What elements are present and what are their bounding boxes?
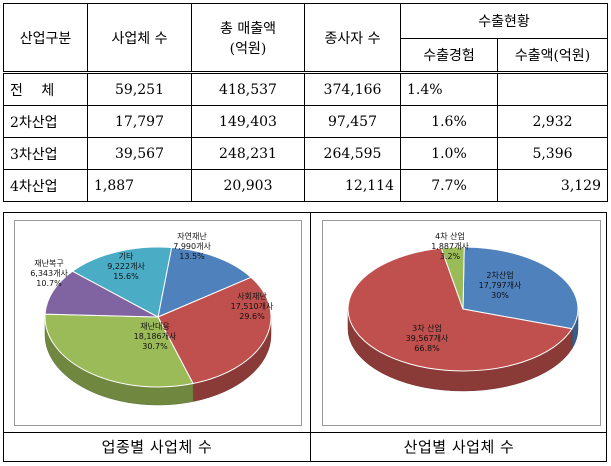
- row-sales: 418,537: [191, 71, 305, 106]
- header-row-1: 산업구분 사업체 수 총 매출액 (억원) 종사자 수 수출현황: [3, 3, 608, 73]
- row-companies: 17,797: [87, 105, 192, 138]
- row-sales: 149,403: [191, 105, 305, 138]
- row-companies: 1,887: [87, 169, 192, 202]
- pie2-slice-label-0: 2차산업 17,797개사 30%: [479, 270, 522, 300]
- row-employees: 12,114: [304, 169, 401, 202]
- row-employees: 264,595: [304, 137, 401, 170]
- industry-pie-chart-frame: 2차산업 17,797개사 30% 3차 산업 39,567개사 66.8% 4차 산업 1,…: [322, 220, 601, 426]
- pie1-slice-4: [71, 246, 173, 318]
- table-row: 전 체 59,251 418,537 374,166 1.4%: [3, 71, 608, 106]
- pie2-slice-1: [347, 247, 573, 372]
- row-sales: 20,903: [191, 169, 305, 202]
- pie2-slice-2: [440, 246, 465, 310]
- header-export-amount: 수출액(억원): [497, 38, 608, 73]
- header-sales-line2: (억원): [229, 40, 267, 57]
- header-employees: 종사자 수: [304, 3, 401, 73]
- header-export: 수출현황: [400, 3, 608, 39]
- row-export-experience: 7.7%: [400, 169, 498, 202]
- pie1-slice-3: [44, 270, 159, 318]
- header-sales-line1: 총 매출액: [220, 20, 276, 37]
- pie2-slice-0: [462, 246, 579, 330]
- row-employees: 97,457: [304, 105, 401, 138]
- pie1-slice-label-4: 기타 9,222개사 15.6%: [107, 252, 145, 281]
- row-sales: 248,231: [191, 137, 305, 170]
- pie1-slice-label-1: 사회재난 17,510개사 29.6%: [231, 292, 274, 321]
- panel-divider: [310, 213, 311, 461]
- header-companies: 사업체 수: [87, 3, 192, 73]
- row-export-experience: 1.0%: [400, 137, 498, 170]
- row-export-amount: [497, 71, 608, 106]
- right-chart-caption: 산업별 사업체 수: [403, 438, 515, 456]
- table-row: 3차산업 39,567 248,231 264,595 1.0% 5,396: [3, 137, 608, 170]
- sector-pie-chart: 자연재난 7,990개사 13.5% 사회재난 17,510개사 29.6% 재난대응 18,…: [30, 232, 274, 406]
- row-category: 4차산업: [3, 169, 88, 202]
- row-export-experience: 1.4%: [400, 71, 498, 106]
- pie2-slice-label-2: 4차 산업 1,887개사 3.2%: [431, 231, 469, 261]
- charts-panel: 자연재난 7,990개사 13.5% 사회재난 17,510개사 29.6% 재난대응 18,…: [3, 212, 607, 462]
- row-category: 3차산업: [3, 137, 88, 170]
- row-export-amount: 3,129: [497, 169, 608, 202]
- row-category: 전 체: [3, 71, 88, 106]
- pie1-slice-label-2: 재난대응 18,186개사 30.7%: [134, 322, 177, 351]
- pie1-slice-1: [157, 276, 272, 385]
- header-row-2: 수출경험 수출액(억원): [4, 38, 608, 73]
- left-chart-caption: 업종별 사업체 수: [101, 438, 213, 456]
- row-export-amount: 5,396: [497, 137, 608, 170]
- row-companies: 59,251: [87, 71, 192, 106]
- header-category: 산업구분: [3, 3, 88, 73]
- pie2-slice-label-1: 3차 산업 39,567개사 66.8%: [406, 323, 449, 353]
- row-employees: 374,166: [304, 71, 401, 106]
- row-companies: 39,567: [87, 137, 192, 170]
- pie1-slice-2: [44, 313, 194, 388]
- pie1-slice-label-0: 자연재난 7,990개사 13.5%: [173, 232, 211, 261]
- row-category: 2차산업: [3, 105, 88, 138]
- table-row: 4차산업 1,887 20,903 12,114 7.7% 3,129: [3, 169, 608, 202]
- sector-pie-chart-frame: 자연재난 7,990개사 13.5% 사회재난 17,510개사 29.6% 재난대응 18,…: [14, 220, 302, 426]
- table-row: 2차산업 17,797 149,403 97,457 1.6% 2,932: [3, 105, 608, 138]
- pie1-slice-label-3: 재난복구 6,343개사 10.7%: [30, 259, 68, 288]
- row-export-amount: 2,932: [497, 105, 608, 138]
- statistics-table: 산업구분 사업체 수 총 매출액 (억원) 종사자 수 수출현황 수출경험 수출…: [3, 3, 608, 202]
- caption-divider: [4, 432, 606, 433]
- row-export-experience: 1.6%: [400, 105, 498, 138]
- industry-pie-chart: 2차산업 17,797개사 30% 3차 산업 39,567개사 66.8% 4차 산업 1,…: [347, 231, 579, 392]
- pie1-slice-0: [157, 246, 253, 318]
- header-export-experience: 수출경험: [400, 38, 498, 73]
- header-sales: 총 매출액 (억원): [191, 3, 305, 73]
